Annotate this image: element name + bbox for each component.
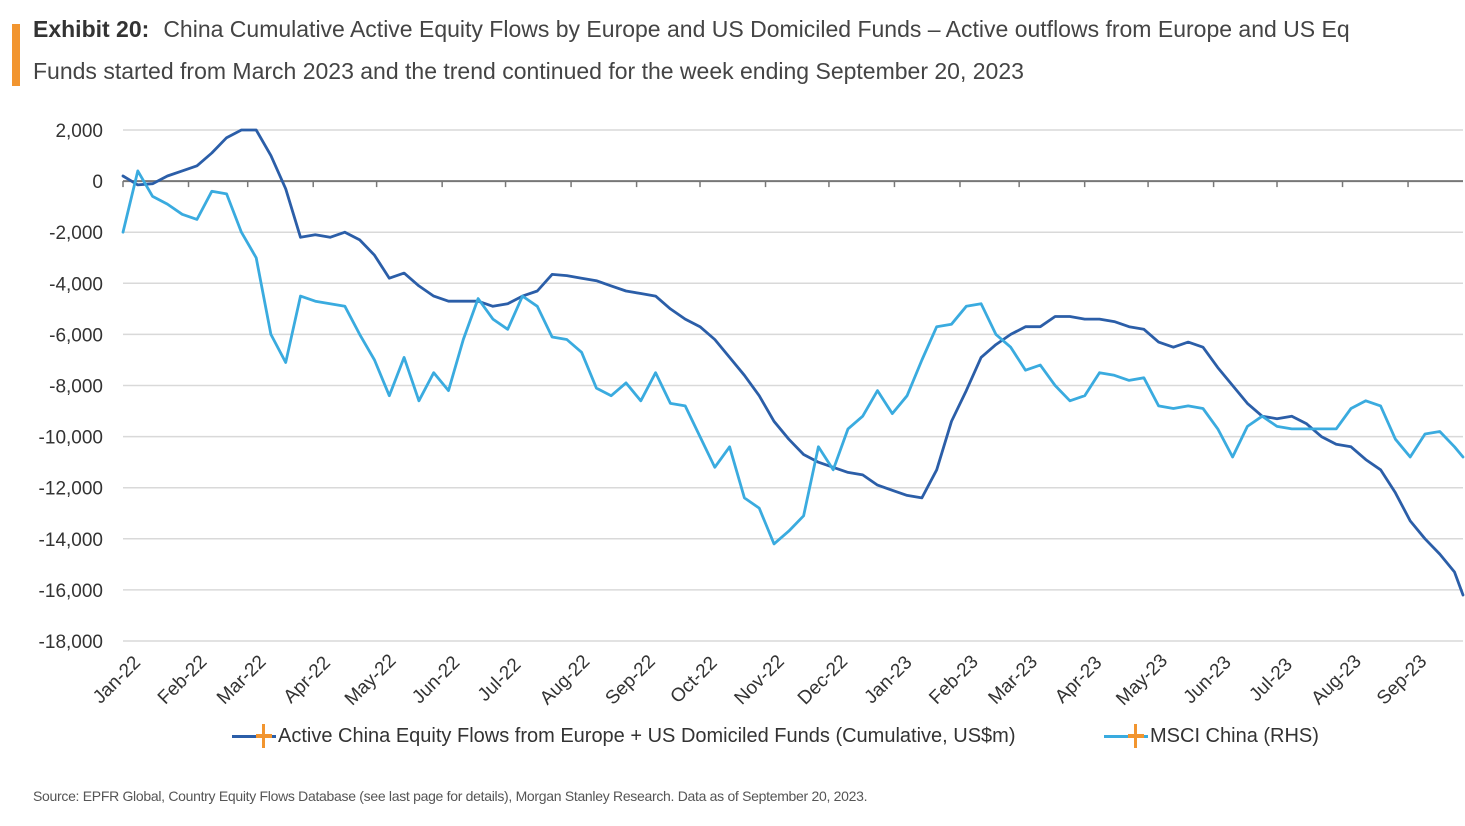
title-text-line2: Funds started from March 2023 and the tr… (33, 58, 1024, 84)
x-tick-label: Sep-22 (602, 651, 660, 709)
y-tick-label: -6,000 (49, 325, 103, 346)
x-tick-label: Mar-23 (985, 651, 1042, 708)
legend-label-msci-china: MSCI China (RHS) (1150, 724, 1319, 747)
source-note: Source: EPFR Global, Country Equity Flow… (33, 788, 868, 804)
y-tick-label: -18,000 (39, 632, 103, 653)
x-tick-label: Jul-22 (474, 654, 525, 705)
x-tick-label: Jul-23 (1245, 654, 1296, 705)
x-tick-label: Nov-22 (731, 651, 789, 709)
legend-marker-bar (256, 734, 272, 738)
legend-swatch-msci-china (1104, 724, 1148, 748)
legend-line-msci-china (1104, 735, 1148, 738)
y-tick-label: -8,000 (49, 377, 103, 398)
y-tick-label: 2,000 (55, 121, 103, 142)
x-tick-label: Feb-23 (925, 651, 982, 708)
title-accent-bar (12, 24, 20, 86)
x-tick-label: Jun-23 (1180, 652, 1236, 708)
legend-item-active-flows: Active China Equity Flows from Europe + … (232, 724, 1015, 748)
legend-label-active-flows: Active China Equity Flows from Europe + … (278, 724, 1016, 747)
y-tick-label: -2,000 (49, 223, 103, 244)
x-tick-label: Oct-22 (667, 653, 722, 708)
legend-swatch-active-flows (232, 724, 276, 748)
line-chart: 2,000 0 -2,000 -4,000 -6,000 -8,000 -10,000 -12… (39, 121, 1465, 710)
chart-title: Exhibit 20: China Cumulative Active Equit… (33, 16, 1350, 43)
legend-marker-bar (1128, 734, 1144, 738)
x-tick-label: May-22 (341, 650, 401, 710)
x-tick-label: Apr-23 (1051, 653, 1106, 708)
x-tick-label: Sep-23 (1373, 651, 1431, 709)
x-tick-label: Aug-23 (1308, 651, 1366, 709)
x-tick-label: Jan-22 (89, 652, 145, 708)
x-tick-label: Apr-22 (280, 653, 335, 708)
y-tick-label: -14,000 (39, 530, 103, 551)
x-tick-label: Dec-22 (794, 651, 852, 709)
x-tick-label: Jun-22 (408, 652, 464, 708)
x-tick-label: Mar-22 (213, 651, 270, 708)
x-tick-label: May-23 (1112, 650, 1172, 710)
y-tick-label: 0 (92, 172, 103, 193)
y-tick-label: -16,000 (39, 581, 103, 602)
x-tick-label: Jan-23 (861, 652, 917, 708)
series-line-msci-china (121, 169, 1465, 546)
series-line-active-flows (121, 128, 1465, 597)
legend-item-msci-china: MSCI China (RHS) (1104, 724, 1319, 748)
y-tick-label: -4,000 (49, 274, 103, 295)
title-text-line1: China Cumulative Active Equity Flows by … (163, 16, 1350, 42)
x-tick-label: Feb-22 (154, 651, 211, 708)
y-tick-label: -10,000 (39, 428, 103, 449)
x-tick-label: Aug-22 (536, 651, 594, 709)
legend-line-active-flows (232, 735, 276, 738)
y-tick-label: -12,000 (39, 479, 103, 500)
exhibit-label: Exhibit 20: (33, 16, 150, 42)
